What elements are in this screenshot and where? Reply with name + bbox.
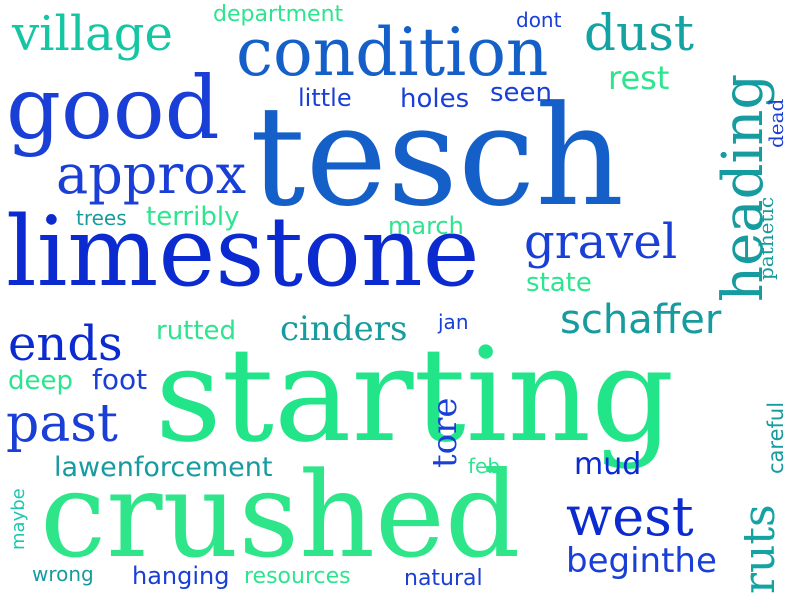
word-little: little bbox=[298, 84, 352, 112]
word-state: state bbox=[526, 268, 592, 298]
word-crushed: crushed bbox=[40, 446, 521, 584]
word-natural: natural bbox=[404, 566, 483, 591]
word-ends: ends bbox=[8, 316, 123, 372]
word-rest: rest bbox=[608, 59, 670, 97]
word-department: department bbox=[213, 2, 344, 27]
word-approx: approx bbox=[56, 143, 247, 206]
word-dead: dead bbox=[764, 98, 788, 148]
word-deep: deep bbox=[8, 366, 73, 396]
word-village: village bbox=[12, 6, 173, 62]
word-feb: feb bbox=[468, 454, 501, 478]
word-seen: seen bbox=[490, 78, 553, 108]
word-tesch: tesch bbox=[250, 76, 625, 237]
word-dust: dust bbox=[584, 4, 694, 62]
word-pathetic: pathetic bbox=[754, 196, 778, 280]
word-terribly: terribly bbox=[146, 202, 240, 232]
word-hanging: hanging bbox=[132, 562, 230, 590]
word-rutted: rutted bbox=[156, 316, 237, 346]
word-trees: trees bbox=[76, 206, 127, 230]
word-wrong: wrong bbox=[32, 562, 94, 586]
word-condition: condition bbox=[236, 14, 549, 91]
word-west: west bbox=[566, 485, 694, 548]
word-foot: foot bbox=[92, 363, 148, 396]
word-march: march bbox=[388, 212, 464, 240]
word-jan: jan bbox=[438, 310, 469, 334]
word-mud: mud bbox=[574, 447, 642, 482]
word-lawenforcement: lawenforcement bbox=[54, 452, 273, 483]
word-dont: dont bbox=[516, 8, 562, 32]
word-beginthe: beginthe bbox=[566, 541, 717, 581]
word-tore: tore bbox=[425, 397, 465, 468]
word-good: good bbox=[6, 59, 220, 159]
word-gravel: gravel bbox=[524, 214, 678, 270]
word-holes: holes bbox=[400, 84, 470, 114]
word-maybe: maybe bbox=[8, 488, 29, 550]
word-limestone: limestone bbox=[6, 196, 480, 308]
word-past: past bbox=[6, 394, 118, 454]
word-starting: starting bbox=[155, 319, 675, 471]
word-schaffer: schaffer bbox=[560, 297, 722, 343]
word-cinders: cinders bbox=[280, 309, 408, 349]
word-resources: resources bbox=[244, 564, 351, 589]
word-ruts: ruts bbox=[734, 504, 785, 594]
word-careful: careful bbox=[764, 401, 788, 474]
